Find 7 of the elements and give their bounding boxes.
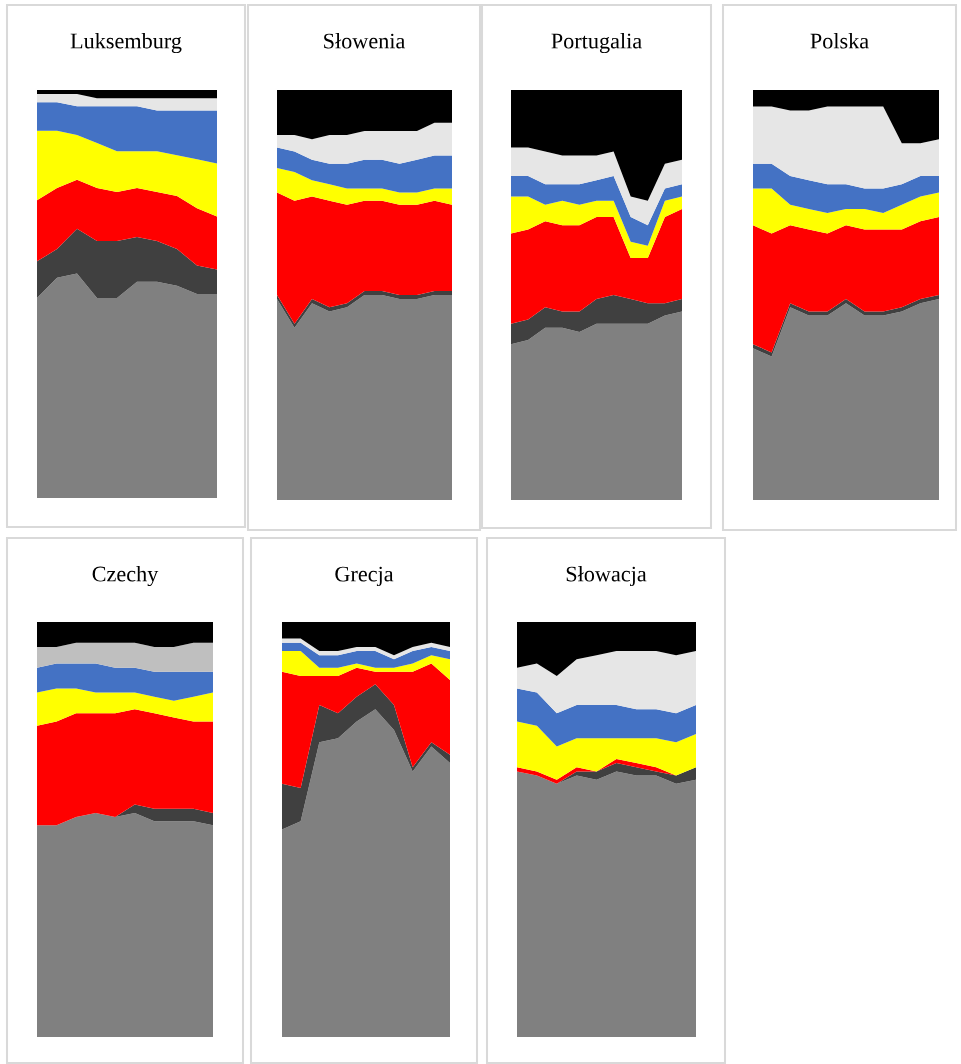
chart-title: Grecja: [335, 566, 394, 587]
chart-title: Polska: [810, 32, 869, 49]
chart-title: Luksemburg: [70, 32, 182, 54]
chart-title: Portugalia: [551, 32, 642, 54]
chart-title: Słowenia: [324, 32, 406, 49]
chart-title: Czechy: [92, 565, 159, 587]
chart-title: Słowacja: [566, 565, 647, 587]
